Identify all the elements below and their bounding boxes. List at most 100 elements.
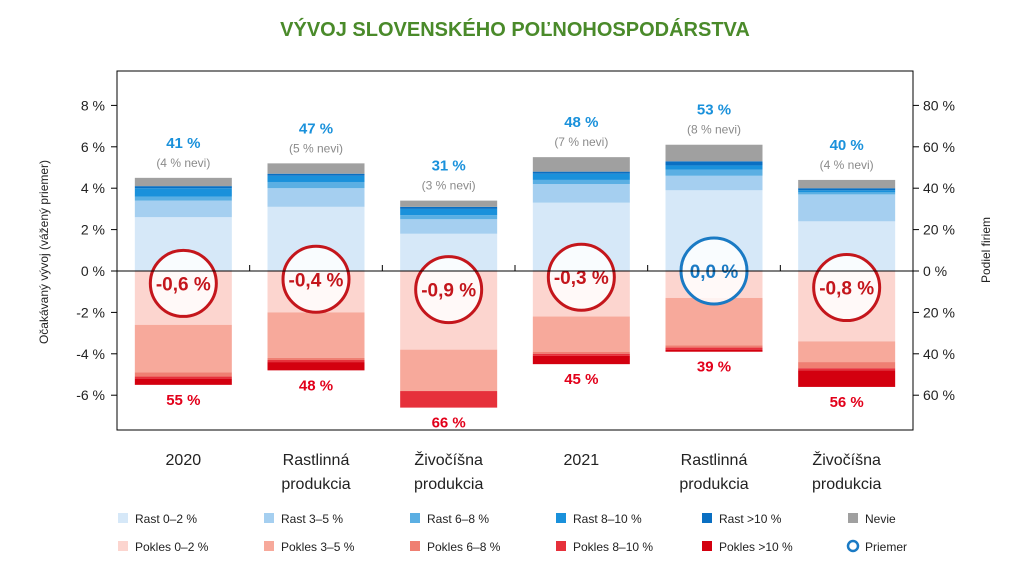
category-label: produkcia: [679, 476, 748, 493]
decline-share-label: 45 %: [564, 371, 598, 388]
growth-share-label: 31 %: [432, 158, 466, 175]
decline-share-label: 66 %: [432, 415, 466, 432]
bar-segment-growth: [134, 188, 232, 197]
bar-segment-decline: [400, 349, 498, 392]
bar-segment-growth: [532, 171, 630, 174]
decline-share-label: 56 %: [830, 394, 864, 411]
bar-segment-decline: [134, 372, 232, 377]
y-left-tick-label: 8 %: [81, 97, 105, 113]
bar-segment-growth: [798, 194, 896, 222]
bar-segment-growth: [400, 206, 498, 209]
legend-label: Pokles 3–5 %: [281, 540, 355, 554]
legend: Rast 0–2 % Rast 3–5 % Rast 6–8 % Rast 8–10 …: [118, 512, 907, 554]
average-value-label: -0,3 %: [554, 268, 609, 289]
dont-know-label: (8 % nevi): [687, 123, 741, 137]
average-marker: [414, 255, 484, 325]
legend-label: Pokles 0–2 %: [135, 540, 209, 554]
y-right-tick-label: 60 %: [923, 387, 955, 403]
bar-segment-growth: [665, 165, 763, 170]
legend-label: Pokles >10 %: [719, 540, 793, 554]
bar-segment-decline: [798, 362, 896, 369]
y-right-tick-label: 40 %: [923, 346, 955, 362]
decline-share-label: 55 %: [166, 392, 200, 409]
average-value-label: -0,4 %: [289, 270, 344, 291]
bar-segment-decline: [532, 316, 630, 352]
bar-segment-growth: [134, 177, 232, 187]
bar-segment-growth: [665, 169, 763, 176]
growth-share-label: 47 %: [299, 120, 333, 137]
bar-segment-decline: [267, 357, 365, 361]
bar-segment-growth: [798, 188, 896, 191]
y-left-tick-label: 0 %: [81, 263, 105, 279]
y-left-tick-label: -4 %: [76, 346, 105, 362]
y-left-tick-label: 2 %: [81, 222, 105, 238]
bar-segment-growth: [665, 175, 763, 191]
bar-segment-growth: [400, 219, 498, 234]
category-label: Živočíšna: [812, 450, 881, 469]
dont-know-label: (7 % nevi): [554, 135, 608, 149]
growth-share-label: 41 %: [166, 135, 200, 152]
growth-share-label: 48 %: [564, 114, 598, 131]
category-label: 2021: [564, 452, 600, 469]
legend-label: Rast 8–10 %: [573, 512, 642, 526]
bar-segment-growth: [665, 144, 763, 162]
bar-segment-growth: [267, 173, 365, 176]
legend-swatch: [264, 513, 274, 523]
labels-layer: 41 % (4 % nevi) 55 % -0,6 % 2020 47 % (5 % nev…: [117, 102, 913, 493]
y-axis-right-title: Podiel firiem: [979, 217, 993, 283]
dont-know-label: (5 % nevi): [289, 141, 343, 155]
average-value-label: -0,8 %: [819, 279, 874, 300]
legend-swatch: [702, 541, 712, 551]
category-label: 2020: [166, 452, 202, 469]
bar-segment-growth: [134, 186, 232, 189]
dont-know-label: (3 % nevi): [422, 179, 476, 193]
bar-segment-growth: [400, 215, 498, 220]
legend-label: Rast >10 %: [719, 512, 782, 526]
legend-label: Rast 0–2 %: [135, 512, 197, 526]
legend-label: Rast 3–5 %: [281, 512, 343, 526]
y-right-tick-label: 60 %: [923, 139, 955, 155]
category-label: produkcia: [281, 476, 350, 493]
average-value-label: -0,9 %: [421, 281, 476, 302]
bar-segment-decline: [267, 360, 365, 363]
bar-segment-growth: [798, 192, 896, 195]
bar-segment-growth: [267, 181, 365, 189]
bar-segment-decline: [134, 376, 232, 379]
y-right-tick-label: 40 %: [923, 180, 955, 196]
average-value-label: -0,6 %: [156, 274, 211, 295]
y-left-tick-label: 4 %: [81, 180, 105, 196]
bar-segment-decline: [798, 368, 896, 371]
bar-segment-decline: [267, 362, 365, 371]
bar-segment-decline: [267, 312, 365, 358]
legend-swatch: [118, 513, 128, 523]
bar-segment-decline: [532, 353, 630, 356]
bar-segment-decline: [798, 341, 896, 363]
legend-swatch: [264, 541, 274, 551]
bar-segment-growth: [532, 184, 630, 203]
category-label: Rastlinná: [283, 452, 350, 469]
average-value-label: 0,0 %: [690, 262, 739, 283]
bar-segment-growth: [665, 161, 763, 166]
bar-segment-growth: [532, 173, 630, 180]
legend-swatch: [846, 539, 860, 553]
bar-segment-growth: [267, 175, 365, 182]
chart-title: VÝVOJ SLOVENSKÉHO POĽNOHOSPODÁRSTVA: [280, 17, 750, 41]
bar-segment-growth: [400, 208, 498, 216]
axes-layer: -6 % -4 % -2 % 0 % 2 % 4 % 6 % 8 % 60 % 40 % 20 % 0…: [76, 97, 955, 403]
bar-segment-decline: [400, 391, 498, 408]
bar-segment-growth: [134, 196, 232, 201]
decline-share-label: 39 %: [697, 359, 731, 376]
dont-know-label: (4 % nevi): [820, 158, 874, 172]
bar-segment-decline: [665, 347, 763, 350]
category-label: Rastlinná: [681, 452, 748, 469]
legend-swatch: [118, 541, 128, 551]
y-left-tick-label: -6 %: [76, 387, 105, 403]
y-right-tick-label: 0 %: [923, 263, 947, 279]
legend-label: Priemer: [865, 540, 907, 554]
bar-segment-decline: [665, 345, 763, 348]
bar-segment-decline: [134, 324, 232, 373]
legend-swatch: [410, 541, 420, 551]
bar-segment-growth: [532, 157, 630, 172]
category-label: Živočíšna: [414, 450, 483, 469]
